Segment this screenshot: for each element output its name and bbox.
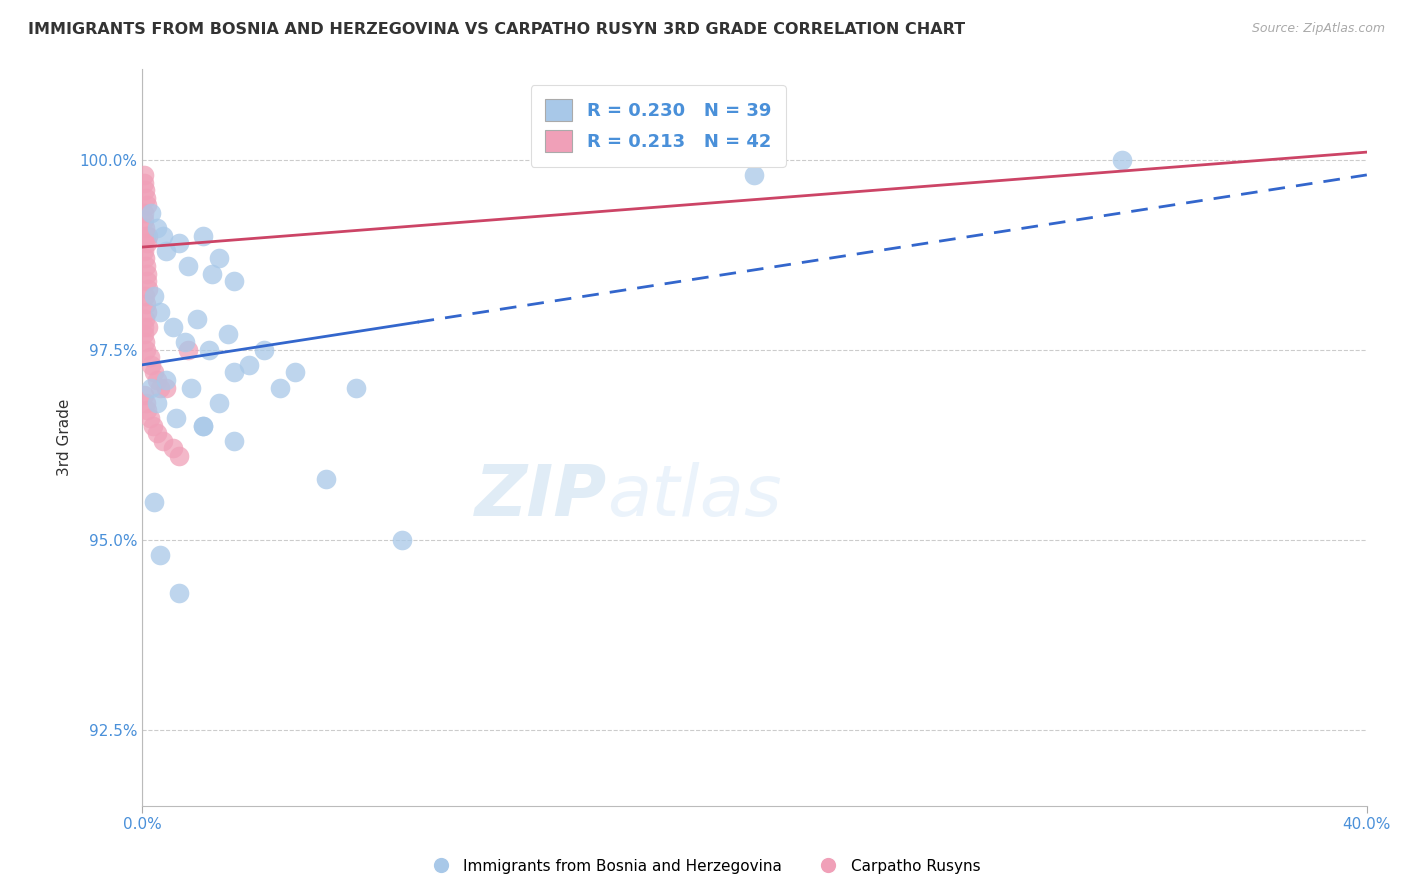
Point bbox=[132, 206, 155, 220]
Point bbox=[253, 343, 276, 357]
Text: IMMIGRANTS FROM BOSNIA AND HERZEGOVINA VS CARPATHO RUSYN 3RD GRADE CORRELATION C: IMMIGRANTS FROM BOSNIA AND HERZEGOVINA V… bbox=[28, 22, 966, 37]
Point bbox=[134, 289, 156, 303]
Point bbox=[134, 334, 156, 349]
Point bbox=[167, 586, 190, 600]
Point bbox=[146, 396, 169, 410]
Point bbox=[744, 168, 766, 182]
Point bbox=[146, 221, 169, 235]
Point bbox=[138, 411, 160, 425]
Point bbox=[284, 366, 307, 380]
Point bbox=[136, 274, 159, 288]
Point bbox=[142, 418, 165, 433]
Point bbox=[135, 259, 157, 273]
Point bbox=[315, 472, 337, 486]
Point bbox=[132, 319, 155, 334]
Point bbox=[167, 449, 190, 463]
Point bbox=[141, 206, 163, 220]
Point bbox=[173, 334, 195, 349]
Point bbox=[177, 259, 200, 273]
Point bbox=[155, 373, 177, 387]
Point bbox=[136, 403, 159, 417]
Point bbox=[207, 396, 229, 410]
Point bbox=[134, 327, 156, 342]
Point bbox=[135, 228, 157, 243]
Point bbox=[135, 343, 157, 357]
Point bbox=[155, 381, 177, 395]
Point bbox=[180, 381, 202, 395]
Text: Source: ZipAtlas.com: Source: ZipAtlas.com bbox=[1251, 22, 1385, 36]
Point bbox=[135, 396, 157, 410]
Point bbox=[222, 274, 245, 288]
Point bbox=[222, 434, 245, 448]
Point bbox=[135, 304, 157, 318]
Point bbox=[193, 418, 215, 433]
Point bbox=[138, 351, 160, 365]
Point bbox=[149, 304, 172, 318]
Point bbox=[207, 252, 229, 266]
Text: ZIP: ZIP bbox=[475, 461, 607, 531]
Text: atlas: atlas bbox=[607, 461, 782, 531]
Point bbox=[136, 319, 159, 334]
Point bbox=[155, 244, 177, 258]
Point bbox=[269, 381, 291, 395]
Point bbox=[135, 297, 157, 311]
Point bbox=[217, 327, 239, 342]
Point bbox=[186, 312, 208, 326]
Point bbox=[134, 244, 156, 258]
Point bbox=[135, 191, 157, 205]
Point bbox=[136, 282, 159, 296]
Point bbox=[193, 228, 215, 243]
Point bbox=[135, 236, 157, 251]
Point bbox=[165, 411, 187, 425]
Point bbox=[222, 366, 245, 380]
Point bbox=[134, 252, 156, 266]
Point bbox=[134, 221, 156, 235]
Point bbox=[146, 426, 169, 441]
Point bbox=[167, 236, 190, 251]
Point bbox=[193, 418, 215, 433]
Point bbox=[162, 442, 184, 456]
Y-axis label: 3rd Grade: 3rd Grade bbox=[58, 399, 72, 475]
Point bbox=[149, 381, 172, 395]
Point bbox=[177, 343, 200, 357]
Point bbox=[143, 494, 166, 508]
Point bbox=[135, 198, 157, 212]
Point bbox=[143, 289, 166, 303]
Point bbox=[146, 373, 169, 387]
Point bbox=[134, 183, 156, 197]
Point bbox=[152, 434, 174, 448]
Legend: R = 0.230   N = 39, R = 0.213   N = 42: R = 0.230 N = 39, R = 0.213 N = 42 bbox=[530, 85, 786, 167]
Point bbox=[152, 228, 174, 243]
Point bbox=[141, 358, 163, 372]
Point bbox=[135, 267, 157, 281]
Point bbox=[238, 358, 260, 372]
Point bbox=[149, 548, 172, 562]
Point bbox=[136, 228, 159, 243]
Point bbox=[198, 343, 221, 357]
Point bbox=[1111, 153, 1133, 167]
Point bbox=[201, 267, 224, 281]
Point bbox=[143, 366, 166, 380]
Point bbox=[134, 176, 156, 190]
Legend: Immigrants from Bosnia and Herzegovina, Carpatho Rusyns: Immigrants from Bosnia and Herzegovina, … bbox=[419, 853, 987, 880]
Point bbox=[391, 533, 413, 547]
Point bbox=[134, 312, 156, 326]
Point bbox=[162, 319, 184, 334]
Point bbox=[141, 381, 163, 395]
Point bbox=[134, 213, 156, 227]
Point bbox=[134, 388, 156, 402]
Point bbox=[132, 168, 155, 182]
Point bbox=[344, 381, 367, 395]
